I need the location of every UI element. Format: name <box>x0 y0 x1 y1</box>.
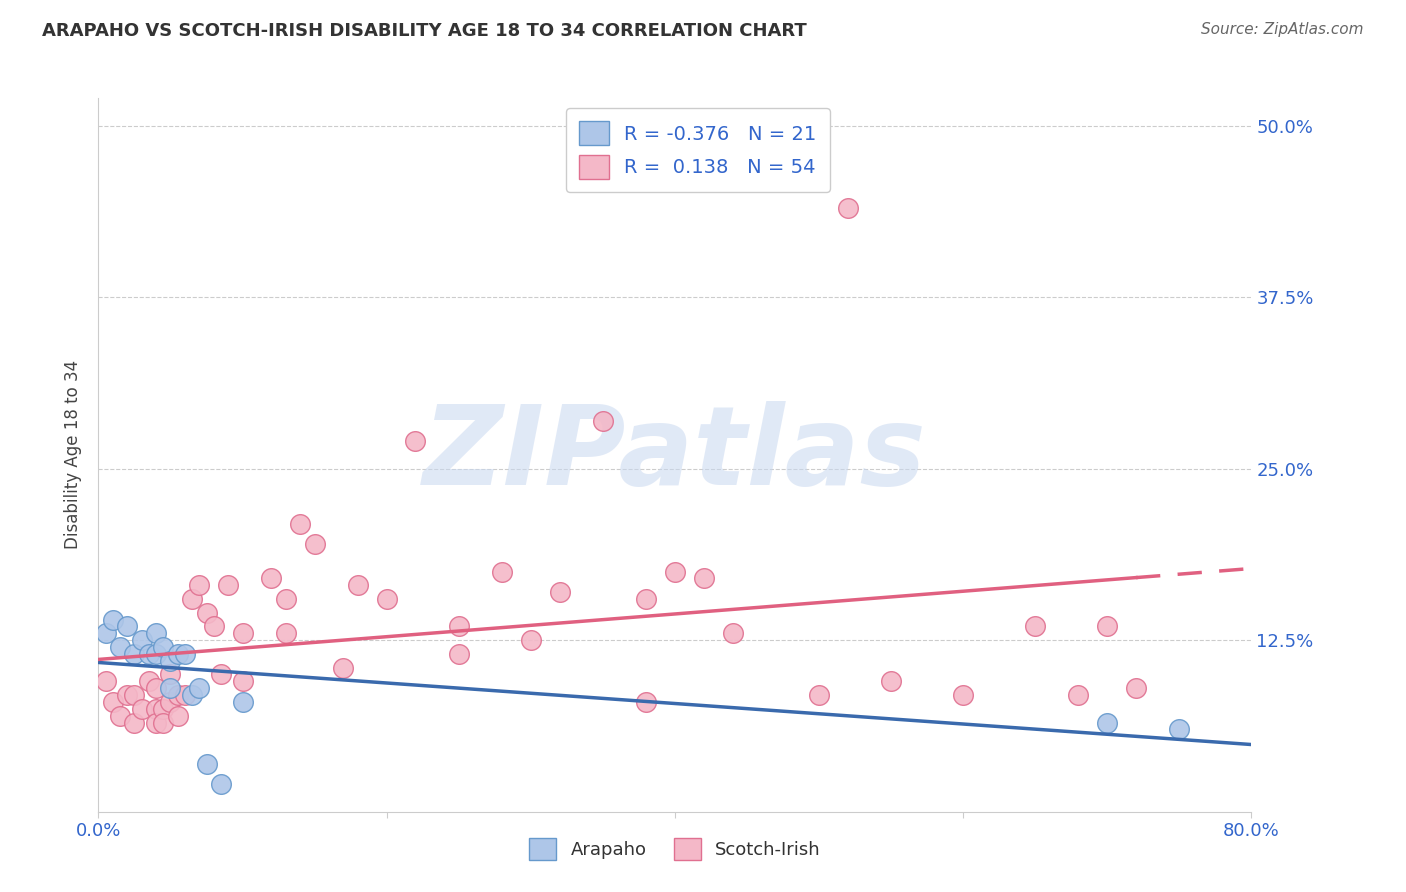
Point <box>636 695 658 709</box>
Point <box>1168 723 1191 737</box>
Point <box>447 619 470 633</box>
Point <box>592 414 614 428</box>
Point <box>174 647 197 661</box>
Point <box>837 201 859 215</box>
Point <box>447 647 470 661</box>
Point <box>1067 688 1090 702</box>
Point <box>166 647 188 661</box>
Point <box>231 674 254 689</box>
Point <box>159 654 181 668</box>
Point <box>181 688 204 702</box>
Point <box>491 565 513 579</box>
Point <box>159 681 181 696</box>
Point <box>138 647 160 661</box>
Point <box>159 695 181 709</box>
Point <box>375 592 398 607</box>
Point <box>1097 715 1119 730</box>
Point <box>124 715 146 730</box>
Point <box>145 715 167 730</box>
Point <box>231 626 254 640</box>
Point <box>174 688 197 702</box>
Point <box>145 647 167 661</box>
Point <box>274 592 297 607</box>
Point <box>217 578 239 592</box>
Point <box>952 688 974 702</box>
Point <box>807 688 830 702</box>
Point <box>152 702 174 716</box>
Point <box>145 702 167 716</box>
Text: ARAPAHO VS SCOTCH-IRISH DISABILITY AGE 18 TO 34 CORRELATION CHART: ARAPAHO VS SCOTCH-IRISH DISABILITY AGE 1… <box>42 22 807 40</box>
Point <box>145 626 167 640</box>
Point <box>290 516 312 531</box>
Point <box>209 777 232 791</box>
Point <box>693 571 716 585</box>
Point <box>166 708 188 723</box>
Point <box>202 619 225 633</box>
Text: Source: ZipAtlas.com: Source: ZipAtlas.com <box>1201 22 1364 37</box>
Point <box>231 695 254 709</box>
Point <box>721 626 744 640</box>
Point <box>101 695 124 709</box>
Point <box>166 688 188 702</box>
Point <box>664 565 686 579</box>
Point <box>209 667 232 681</box>
Point <box>195 756 218 771</box>
Point <box>304 537 326 551</box>
Point <box>94 626 117 640</box>
Point <box>131 702 153 716</box>
Point <box>108 640 131 654</box>
Point <box>1097 619 1119 633</box>
Point <box>636 592 658 607</box>
Point <box>108 708 131 723</box>
Point <box>138 674 160 689</box>
Point <box>117 619 139 633</box>
Point <box>520 633 543 648</box>
Point <box>346 578 368 592</box>
Point <box>188 578 211 592</box>
Point <box>880 674 903 689</box>
Point <box>1125 681 1147 696</box>
Point <box>260 571 283 585</box>
Point <box>181 592 204 607</box>
Y-axis label: Disability Age 18 to 34: Disability Age 18 to 34 <box>65 360 83 549</box>
Point <box>117 688 139 702</box>
Point <box>405 434 427 449</box>
Text: ZIPatlas: ZIPatlas <box>423 401 927 508</box>
Point <box>159 667 181 681</box>
Point <box>101 613 124 627</box>
Point <box>152 640 174 654</box>
Point <box>131 633 153 648</box>
Point <box>195 606 218 620</box>
Point <box>188 681 211 696</box>
Point <box>152 715 174 730</box>
Point <box>145 681 167 696</box>
Point <box>548 585 571 599</box>
Point <box>1024 619 1046 633</box>
Point <box>124 688 146 702</box>
Point <box>274 626 297 640</box>
Point <box>124 647 146 661</box>
Legend: Arapaho, Scotch-Irish: Arapaho, Scotch-Irish <box>522 830 828 867</box>
Point <box>332 660 354 674</box>
Point <box>94 674 117 689</box>
